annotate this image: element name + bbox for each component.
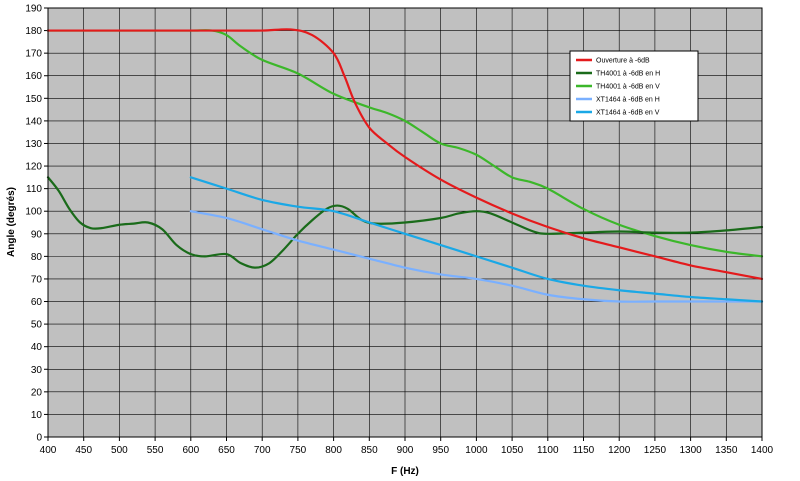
series-line-4 <box>189 210 764 303</box>
series-line-2 <box>46 176 764 269</box>
x-tick-label: 600 <box>182 445 199 456</box>
x-tick-label: 700 <box>254 445 271 456</box>
x-tick-label: 550 <box>147 445 164 456</box>
x-tick-label: 1200 <box>608 445 631 456</box>
series-line-5 <box>189 176 764 303</box>
y-tick-label: 50 <box>31 320 43 331</box>
y-tick-label: 170 <box>25 49 42 60</box>
x-tick-label: 900 <box>397 445 414 456</box>
y-tick-label: 130 <box>25 139 42 150</box>
x-tick-label: 1400 <box>751 445 774 456</box>
series-line-1 <box>46 28 764 281</box>
legend: Ouverture à -6dB TH4001 à -6dB en H TH4001… <box>569 50 699 122</box>
x-tick-label: 500 <box>111 445 128 456</box>
x-tick-label: 850 <box>361 445 378 456</box>
y-tick-label: 30 <box>31 365 43 376</box>
x-tick-label: 400 <box>40 445 57 456</box>
y-tick-label: 190 <box>25 4 42 15</box>
legend-label: XT1464 à -6dB en H <box>596 97 660 104</box>
y-tick-label: 60 <box>31 297 43 308</box>
y-tick-label: 90 <box>31 229 43 240</box>
y-tick-label: 20 <box>31 387 43 398</box>
y-tick-label: 160 <box>25 71 42 82</box>
y-tick-label: 80 <box>31 252 43 263</box>
x-tick-label: 1150 <box>573 445 595 456</box>
x-tick-label: 1350 <box>715 445 738 456</box>
y-tick-label: 100 <box>25 207 42 218</box>
plot-border <box>47 7 763 438</box>
y-tick-label: 180 <box>25 26 42 37</box>
y-tick-label: 0 <box>36 433 42 444</box>
y-tick-label: 10 <box>31 410 43 421</box>
x-axis-ticks: 400 450 500 550 600 650 700 750 800 850 900 950 1000… <box>40 437 774 456</box>
legend-label: TH4001 à -6dB en V <box>596 84 660 91</box>
x-tick-label: 1100 <box>537 445 559 456</box>
series-layer <box>46 28 764 303</box>
x-axis-label: F (Hz) <box>391 466 419 477</box>
y-tick-label: 120 <box>25 162 42 173</box>
legend-label: Ouverture à -6dB <box>596 58 650 65</box>
x-tick-label: 1250 <box>644 445 667 456</box>
x-tick-label: 1000 <box>465 445 488 456</box>
x-tick-label: 450 <box>75 445 92 456</box>
y-axis-label: Angle (degrés) <box>6 187 17 257</box>
x-tick-label: 650 <box>218 445 235 456</box>
y-tick-label: 70 <box>31 274 43 285</box>
y-tick-label: 110 <box>26 184 42 195</box>
x-tick-label: 1050 <box>501 445 524 456</box>
y-axis-ticks: 0 10 20 30 40 50 60 70 80 90 100 110 120 130 140 150 160… <box>25 4 48 444</box>
legend-label: XT1464 à -6dB en V <box>596 110 660 117</box>
y-tick-label: 140 <box>25 116 42 127</box>
y-tick-label: 40 <box>31 342 43 353</box>
x-tick-label: 800 <box>325 445 342 456</box>
x-tick-label: 1300 <box>679 445 702 456</box>
x-tick-label: 950 <box>432 445 449 456</box>
y-tick-label: 150 <box>25 94 42 105</box>
legend-label: TH4001 à -6dB en H <box>596 71 660 78</box>
x-tick-label: 750 <box>290 445 307 456</box>
